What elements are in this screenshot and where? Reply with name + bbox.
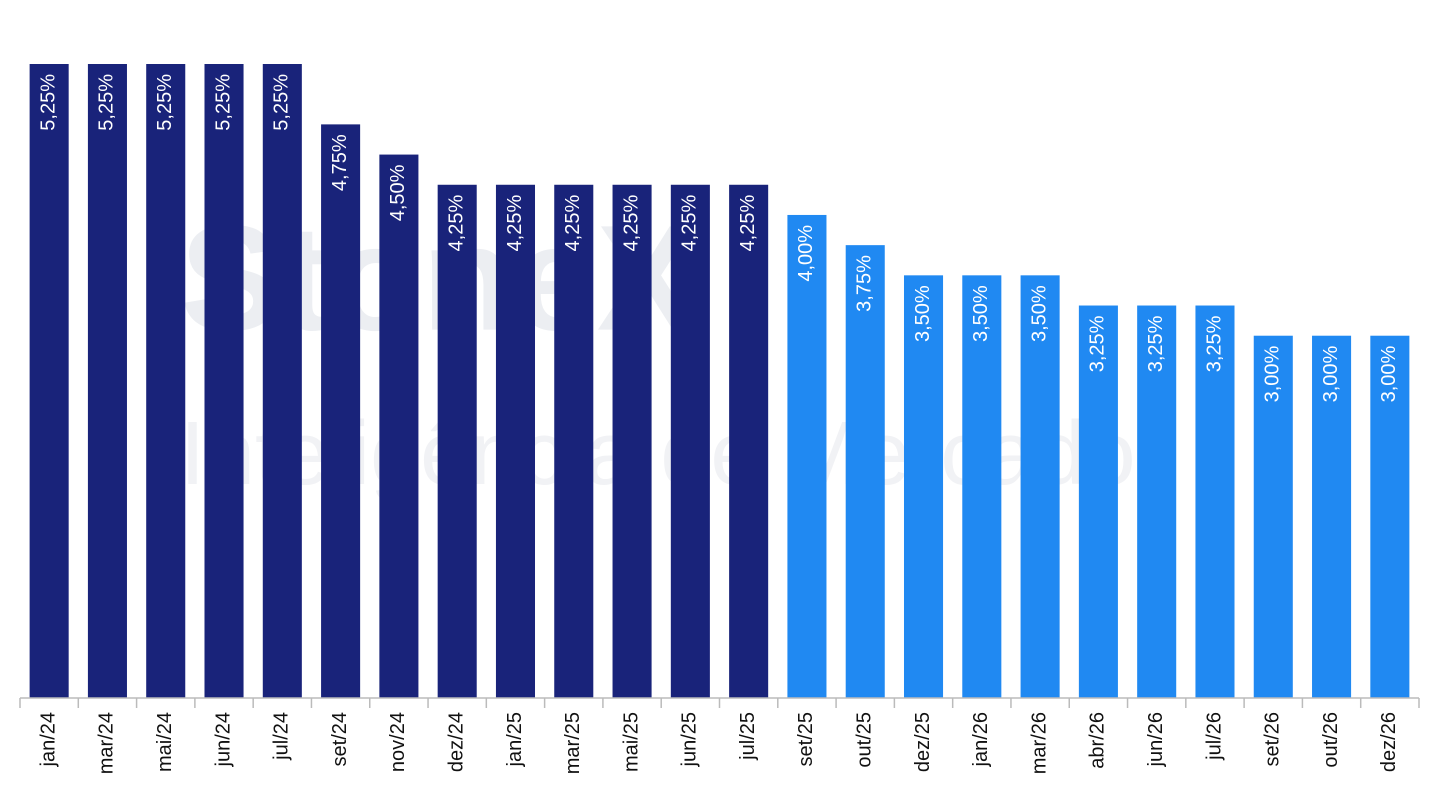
value-label: 5,25% xyxy=(37,74,59,131)
value-label: 3,00% xyxy=(1320,346,1342,403)
value-label: 5,25% xyxy=(154,74,176,131)
bar xyxy=(903,275,944,698)
value-label: 4,50% xyxy=(387,164,409,221)
bar xyxy=(1078,305,1118,698)
value-label: 4,25% xyxy=(504,195,526,252)
x-tick-label: mar/24 xyxy=(96,712,118,774)
value-label: 3,50% xyxy=(912,285,934,342)
bar xyxy=(962,275,1002,698)
x-tick-label: jun/26 xyxy=(1145,712,1167,768)
x-tick-label: mar/26 xyxy=(1028,712,1050,774)
value-label: 4,25% xyxy=(445,195,467,252)
value-label: 4,25% xyxy=(620,195,642,252)
x-tick-label: jul/26 xyxy=(1203,712,1225,761)
x-tick-label: mai/24 xyxy=(154,712,176,772)
value-label: 4,00% xyxy=(795,225,817,282)
bar xyxy=(1137,305,1177,698)
bar xyxy=(787,214,827,698)
value-label: 4,25% xyxy=(737,195,759,252)
bar xyxy=(146,64,186,698)
x-tick-label: jan/26 xyxy=(970,712,992,768)
x-tick-label: nov/24 xyxy=(387,712,409,772)
value-label: 3,50% xyxy=(1028,285,1050,342)
value-label: 3,00% xyxy=(1262,346,1284,403)
x-tick-label: jun/25 xyxy=(679,712,701,768)
x-tick-label: out/26 xyxy=(1320,712,1342,768)
bar xyxy=(495,184,536,698)
x-tick-label: jul/25 xyxy=(737,712,759,761)
value-label: 3,25% xyxy=(1145,315,1167,372)
x-tick-label: set/24 xyxy=(329,712,351,766)
x-tick-label: set/25 xyxy=(795,712,817,766)
bar xyxy=(1195,305,1235,698)
bar xyxy=(321,124,361,698)
value-label: 5,25% xyxy=(212,74,234,131)
x-tick-label: dez/24 xyxy=(445,712,467,772)
x-tick-label: out/25 xyxy=(854,712,876,768)
x-tick-label: mai/25 xyxy=(620,712,642,772)
x-tick-label: abr/26 xyxy=(1087,712,1109,769)
bar xyxy=(204,64,244,698)
x-tick-label: dez/26 xyxy=(1378,712,1400,772)
value-label: 5,25% xyxy=(96,74,118,131)
bar xyxy=(1370,335,1410,698)
x-tick-label: jan/25 xyxy=(504,712,526,768)
value-label: 3,25% xyxy=(1087,315,1109,372)
bar xyxy=(437,184,477,698)
value-label: 4,25% xyxy=(679,195,701,252)
value-label: 3,25% xyxy=(1203,315,1225,372)
bar xyxy=(262,64,302,698)
value-label: 3,00% xyxy=(1378,346,1400,403)
value-label: 4,75% xyxy=(329,134,351,191)
x-tick-label: jan/24 xyxy=(37,712,59,768)
x-tick-label: dez/25 xyxy=(912,712,934,772)
value-label: 4,25% xyxy=(562,195,584,252)
bar xyxy=(554,184,594,698)
value-label: 3,50% xyxy=(970,285,992,342)
bar xyxy=(670,184,710,698)
x-tick-label: mar/25 xyxy=(562,712,584,774)
bar xyxy=(1020,275,1060,698)
bar xyxy=(845,245,885,698)
value-label: 5,25% xyxy=(271,74,293,131)
x-tick-label: jul/24 xyxy=(271,712,293,761)
value-label: 3,75% xyxy=(854,255,876,312)
bar xyxy=(1312,335,1352,698)
bar xyxy=(729,184,769,698)
x-tick-label: set/26 xyxy=(1262,712,1284,766)
bar xyxy=(612,184,652,698)
x-tick-label: jun/24 xyxy=(212,712,234,768)
bar xyxy=(87,64,127,698)
bar xyxy=(29,64,69,698)
bar xyxy=(1253,335,1293,698)
bar xyxy=(379,154,419,699)
